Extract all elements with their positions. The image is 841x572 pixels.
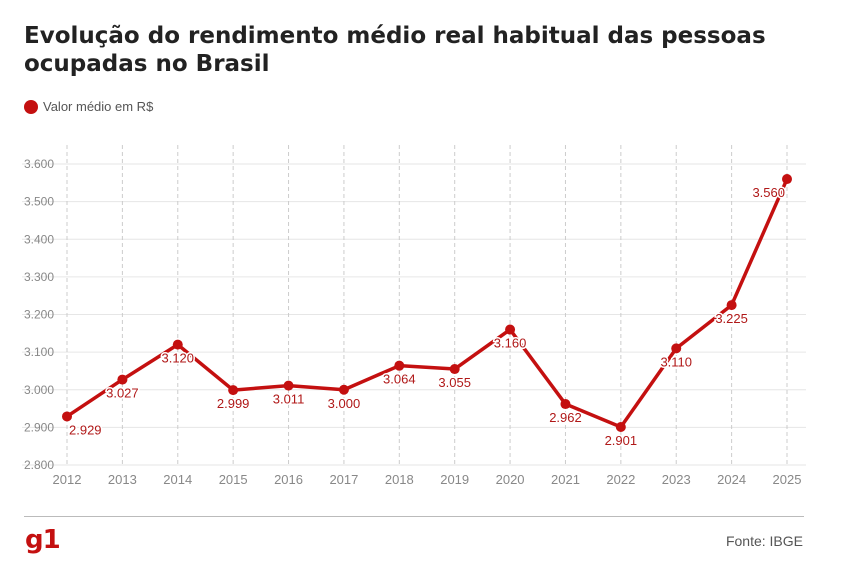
data-point [449,364,460,375]
data-label: 3.064 [383,372,416,387]
legend-marker [24,99,38,114]
data-label: 2.901 [605,433,638,448]
data-label: 3.560 [752,185,785,200]
x-tick-label: 2021 [551,472,580,487]
x-tick-label: 2023 [662,472,691,487]
x-tick-label: 2013 [108,472,137,487]
source-note: Fonte: IBGE [725,533,803,549]
y-tick-label: 2.800 [24,458,54,472]
data-point [615,421,626,432]
y-tick-label: 3.200 [24,308,54,322]
data-label: 3.120 [161,351,194,366]
x-tick-label: 2018 [385,472,414,487]
y-tick-label: 2.900 [24,420,54,434]
data-label: 3.027 [106,386,139,401]
data-point [283,380,294,391]
x-tick-label: 2017 [329,472,358,487]
x-tick-label: 2020 [496,472,525,487]
x-tick-label: 2025 [773,472,802,487]
y-tick-label: 3.100 [24,345,54,359]
y-tick-label: 3.300 [24,270,54,284]
data-label: 3.000 [328,396,361,411]
data-label: 2.929 [69,422,102,437]
data-label: 3.055 [438,375,471,390]
x-tick-label: 2016 [274,472,303,487]
x-tick-label: 2012 [53,472,82,487]
x-tick-label: 2022 [606,472,635,487]
y-tick-label: 3.600 [24,157,54,171]
y-tick-label: 3.000 [24,383,54,397]
legend: Valor médio em R$ [24,99,153,114]
data-point [62,411,72,422]
y-tick-label: 3.400 [24,232,54,246]
x-tick-label: 2014 [163,472,192,487]
data-point [228,385,239,396]
data-point [338,384,349,395]
y-tick-label: 3.500 [24,195,54,209]
footer-divider [24,516,804,517]
data-label: 3.011 [273,392,305,407]
data-point [560,399,571,410]
series-line [65,177,789,429]
legend-label: Valor médio em R$ [43,99,154,114]
chart-title: Evolução do rendimento médio real habitu… [24,23,766,77]
data-label: 3.160 [494,336,527,351]
g1-logo: g1 [25,525,61,555]
data-point [117,374,128,385]
data-point [726,300,737,311]
x-tick-label: 2019 [440,472,469,487]
data-label: 2.962 [549,410,582,425]
data-label: 3.110 [660,354,692,369]
data-point [172,339,183,350]
data-point [394,360,405,371]
data-label: 2.999 [217,396,250,411]
data-point [671,343,682,354]
x-tick-label: 2015 [219,472,248,487]
data-label: 3.225 [715,311,748,326]
data-point [505,324,516,335]
data-point [782,174,792,185]
x-tick-label: 2024 [717,472,746,487]
